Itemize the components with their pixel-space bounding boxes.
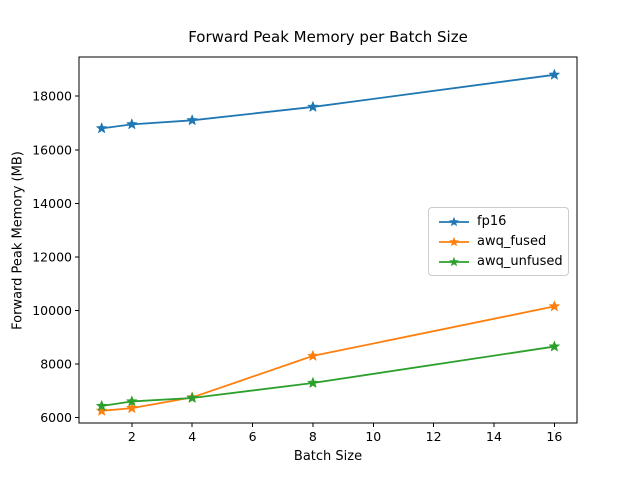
- star-icon: [449, 236, 459, 246]
- data-point-awq_fused: [125, 401, 138, 414]
- x-tick-label: 8: [309, 429, 317, 444]
- series-line-awq_fused: [100, 305, 556, 412]
- data-point-fp16: [125, 118, 138, 130]
- legend-line-star-icon: [439, 256, 469, 266]
- legend-entry-awq-fused: awq_fused: [438, 234, 559, 249]
- y-tick-label: 6000: [40, 410, 72, 425]
- legend-entry-fp16: fp16: [438, 214, 559, 229]
- star-icon: [449, 216, 459, 226]
- series-line-fp16: [100, 73, 556, 130]
- x-tick-label: 4: [188, 429, 196, 444]
- star-icon: [449, 256, 459, 266]
- data-point-awq_unfused: [548, 340, 561, 352]
- x-tick-label: 6: [249, 429, 257, 444]
- legend-entry-awq-unfused: awq_unfused: [438, 254, 563, 269]
- data-point-awq_unfused: [186, 391, 199, 404]
- legend-label: awq_unfused: [477, 254, 563, 269]
- data-point-fp16: [95, 122, 108, 134]
- data-point-awq_fused: [306, 349, 319, 362]
- data-point-fp16: [548, 68, 561, 80]
- x-tick-label: 16: [546, 429, 562, 444]
- series-line-awq_unfused: [100, 345, 556, 407]
- data-point-awq_fused: [95, 404, 108, 416]
- data-point-awq_unfused: [306, 376, 319, 389]
- data-point-fp16: [186, 114, 199, 126]
- y-axis-label: Forward Peak Memory (MB): [10, 151, 26, 330]
- x-tick-label: 2: [128, 429, 136, 444]
- y-tick-label: 10000: [32, 303, 72, 318]
- legend-label: fp16: [477, 214, 507, 229]
- legend-line-star-icon: [439, 216, 469, 226]
- data-point-awq_unfused: [125, 395, 138, 407]
- y-tick-label: 12000: [32, 249, 72, 264]
- x-tick-label: 12: [426, 429, 442, 444]
- y-tick-label: 18000: [32, 89, 72, 104]
- legend-label: awq_fused: [477, 234, 547, 249]
- legend: fp16 awq_fused awq_unfused: [428, 207, 569, 276]
- x-tick-label: 14: [486, 429, 502, 444]
- legend-line-star-icon: [439, 236, 469, 246]
- data-point-awq_fused: [548, 300, 561, 312]
- chart-title: Forward Peak Memory per Batch Size: [188, 28, 468, 46]
- y-tick-label: 16000: [32, 142, 72, 157]
- x-axis-label: Batch Size: [293, 449, 363, 464]
- plot-area-border: [78, 56, 578, 424]
- y-tick-label: 14000: [32, 196, 72, 211]
- x-tick-label: 10: [365, 429, 381, 444]
- data-point-fp16: [306, 100, 319, 113]
- y-tick-label: 8000: [40, 356, 72, 371]
- data-point-awq_unfused: [95, 399, 108, 412]
